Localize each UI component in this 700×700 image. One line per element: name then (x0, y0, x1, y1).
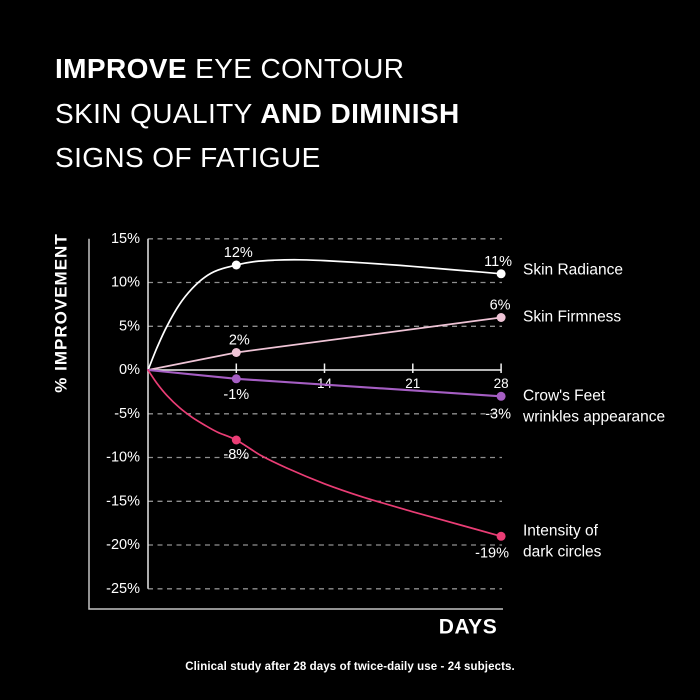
legend-label-crow-s-feet-wrinkles-appearance-line-1: Crow's Feet (523, 388, 606, 405)
value-label-crow-s-feet-wrinkles-appearance-day-28: -3% (485, 406, 511, 422)
legend-label-intensity-of-dark-circles-line-1: Intensity of (523, 523, 599, 540)
value-label-skin-radiance-day-7: 12% (224, 245, 253, 261)
value-label-intensity-of-dark-circles-day-7: -8% (223, 447, 249, 463)
legend-label-skin-firmness: Skin Firmness (523, 309, 621, 326)
y-tick-label--15: -15% (106, 493, 140, 509)
legend-label-skin-radiance: Skin Radiance (523, 262, 623, 279)
value-label-crow-s-feet-wrinkles-appearance-day-7: -1% (223, 387, 249, 403)
y-tick-label-5: 5% (119, 318, 140, 334)
y-tick-label--25: -25% (106, 581, 140, 597)
data-point-intensity-of-dark-circles-day-28 (496, 531, 506, 541)
x-axis-title: DAYS (439, 616, 497, 639)
headline-regular-segment: SIGNS OF FATIGUE (55, 142, 321, 173)
value-label-intensity-of-dark-circles-day-28: -19% (475, 545, 509, 561)
headline: IMPROVE EYE CONTOUR SKIN QUALITY AND DIM… (55, 47, 460, 181)
data-point-skin-firmness-day-28 (496, 313, 506, 322)
y-axis-title: % IMPROVEMENT (52, 233, 71, 392)
y-tick-label-15: 15% (111, 231, 140, 247)
series-line-skin-radiance (147, 258, 502, 371)
data-point-crow-s-feet-wrinkles-appearance-day-28 (496, 391, 506, 401)
headline-line-2: SKIN QUALITY AND DIMINISH (55, 92, 460, 137)
legend-label-intensity-of-dark-circles-line-2: dark circles (523, 544, 602, 561)
data-point-skin-firmness-day-7 (231, 348, 241, 357)
headline-regular-segment: SKIN QUALITY (55, 97, 261, 129)
x-tick-label-day-21: 21 (405, 376, 420, 391)
value-label-skin-firmness-day-7: 2% (229, 333, 250, 349)
headline-regular-segment: EYE CONTOUR (195, 53, 405, 84)
y-tick-label--5: -5% (114, 406, 140, 422)
y-tick-label--10: -10% (106, 450, 140, 466)
data-point-skin-radiance-day-28 (496, 269, 506, 279)
series-line-skin-firmness (147, 316, 502, 371)
y-tick-label--20: -20% (106, 537, 140, 553)
y-tick-label-0: 0% (119, 362, 140, 378)
data-point-crow-s-feet-wrinkles-appearance-day-7 (231, 374, 241, 384)
study-note: Clinical study after 28 days of twice-da… (185, 661, 515, 673)
data-point-intensity-of-dark-circles-day-7 (231, 435, 241, 445)
x-tick-label-day-14: 14 (317, 376, 333, 391)
x-tick-label-day-28: 28 (494, 376, 509, 391)
value-label-skin-radiance-day-28: 11% (484, 254, 512, 270)
value-label-skin-firmness-day-28: 6% (490, 298, 511, 314)
headline-line-1: IMPROVE EYE CONTOUR (55, 47, 460, 92)
legend-label-crow-s-feet-wrinkles-appearance-line-2: wrinkles appearance (522, 409, 665, 426)
data-point-skin-radiance-day-7 (231, 260, 241, 270)
headline-bold-segment: IMPROVE (55, 53, 196, 84)
series-line-intensity-of-dark-circles (147, 369, 502, 538)
headline-bold-segment: AND DIMINISH (260, 97, 460, 129)
headline-line-3: SIGNS OF FATIGUE (55, 136, 460, 181)
y-tick-label-10: 10% (111, 275, 140, 291)
chart-frame (88, 238, 503, 610)
